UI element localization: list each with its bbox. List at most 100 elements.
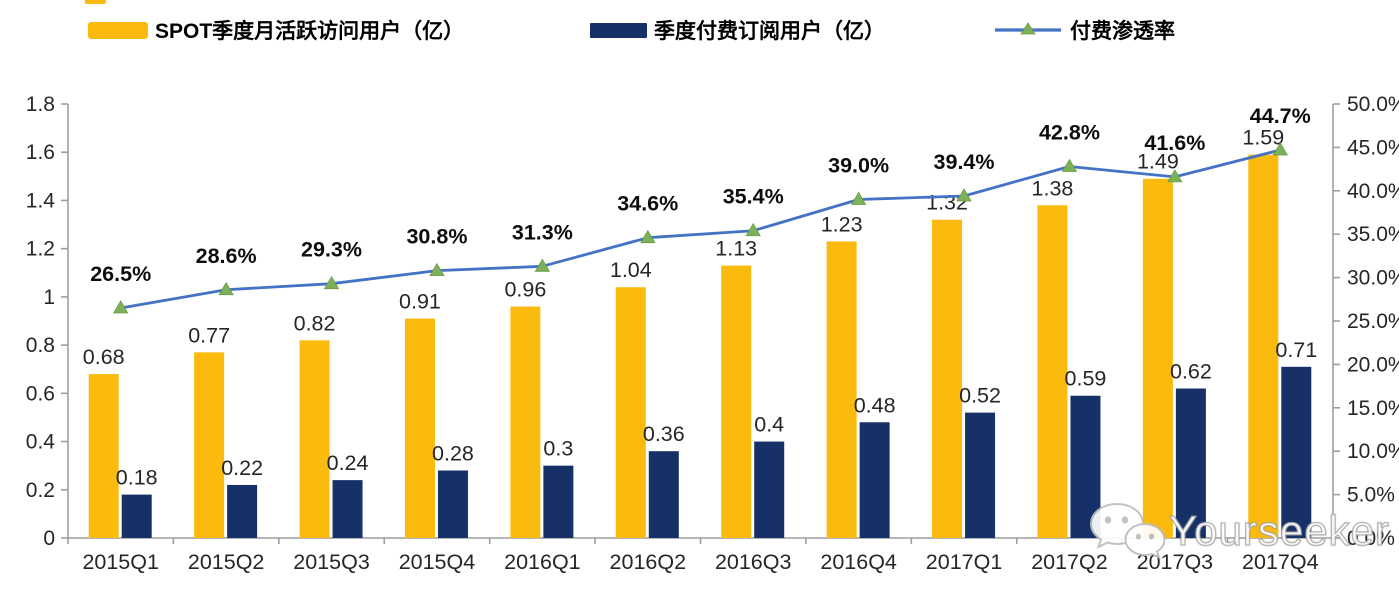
subscriber-bar [121, 494, 152, 538]
x-axis-category-label: 2017Q3 [1137, 550, 1214, 574]
subscriber-bar [437, 470, 468, 538]
penetration-marker [534, 258, 551, 272]
mau-bar-label: 0.77 [188, 323, 230, 347]
mau-legend-swatch [88, 21, 148, 39]
subscriber-bar-label: 0.59 [1065, 367, 1107, 391]
left-axis-tick-label: 1 [43, 286, 55, 309]
subscriber-bar [227, 484, 258, 538]
subscriber-bar-label: 0.36 [643, 422, 685, 446]
penetration-label: 31.3% [512, 220, 573, 244]
penetration-marker [640, 229, 656, 244]
mau-bar-label: 1.13 [715, 237, 757, 261]
subscribers-legend-swatch [590, 22, 647, 38]
right-axis-tick-label: 35.0% [1347, 223, 1399, 246]
penetration-marker [323, 275, 340, 290]
penetration-marker [745, 222, 761, 237]
right-axis-tick-label: 50.0% [1347, 93, 1399, 116]
x-axis-category-label: 2015Q3 [293, 550, 370, 574]
subscriber-bar [1070, 395, 1101, 538]
penetration-legend-swatch [993, 20, 1063, 40]
penetration-label: 44.7% [1250, 104, 1311, 128]
penetration-label: 39.4% [934, 150, 995, 174]
mau-bar [932, 219, 963, 538]
x-axis-category-label: 2017Q2 [1031, 550, 1108, 574]
left-axis-tick-label: 0.8 [26, 334, 55, 357]
mau-bar [404, 318, 435, 538]
subscriber-bar-label: 0.22 [221, 456, 263, 480]
x-axis-category-label: 2015Q2 [188, 550, 265, 574]
subscriber-bar [1175, 388, 1206, 538]
penetration-legend-label: 付费渗透率 [1070, 20, 1175, 43]
penetration-label: 41.6% [1144, 131, 1205, 155]
mau-bar-label: 1.38 [1032, 176, 1074, 200]
penetration-marker [429, 262, 445, 277]
left-axis-tick-label: 1.2 [26, 238, 55, 261]
legend-item-penetration: 付费渗透率 [993, 14, 1175, 46]
penetration-marker [1167, 169, 1183, 183]
subscriber-bar-label: 0.24 [327, 451, 369, 475]
mau-bar-label: 1.04 [610, 258, 652, 282]
subscriber-bar-label: 0.52 [959, 384, 1001, 408]
right-axis-tick-label: 45.0% [1347, 136, 1399, 159]
mau-bar-label: 0.68 [83, 345, 125, 369]
penetration-marker [218, 281, 234, 296]
left-axis-tick-label: 0.4 [26, 431, 56, 454]
mau-bar [88, 374, 119, 538]
left-axis-tick-label: 1.6 [26, 141, 55, 164]
mau-bar [1142, 178, 1173, 538]
penetration-marker [956, 188, 972, 202]
mau-bar [826, 241, 857, 538]
subscriber-bar [648, 451, 679, 538]
penetration-label: 39.0% [828, 153, 889, 177]
right-axis-tick-label: 40.0% [1347, 180, 1399, 203]
x-axis-category-label: 2017Q4 [1242, 550, 1319, 574]
mau-bar [194, 352, 225, 538]
x-axis-category-label: 2015Q4 [399, 550, 476, 574]
mau-bar-label: 1.59 [1242, 126, 1284, 150]
mau-legend-label: SPOT季度月活跃访问用户（亿） [155, 20, 465, 43]
penetration-marker [113, 300, 129, 314]
mau-bar [299, 340, 330, 538]
right-axis-tick-label: 15.0% [1347, 397, 1399, 420]
mau-bar-label: 0.82 [294, 311, 336, 335]
subscriber-bar [859, 422, 890, 538]
penetration-marker [1272, 142, 1288, 156]
x-axis-category-label: 2016Q2 [610, 550, 687, 574]
right-axis-tick-label: 20.0% [1347, 353, 1399, 376]
x-axis-category-label: 2016Q1 [504, 550, 581, 574]
left-axis-tick-label: 1.4 [26, 189, 56, 212]
subscriber-bar [965, 412, 996, 538]
mau-bar-label: 0.91 [399, 290, 441, 314]
x-axis-category-label: 2015Q1 [82, 550, 159, 574]
penetration-label: 28.6% [196, 244, 257, 268]
subscriber-bar [332, 480, 363, 538]
right-axis-tick-label: 25.0% [1347, 310, 1399, 333]
left-axis-tick-label: 1.8 [26, 93, 55, 116]
penetration-label: 30.8% [406, 225, 467, 249]
right-axis-tick-label: 0.0% [1347, 527, 1395, 550]
x-axis-category-label: 2016Q4 [820, 550, 897, 574]
penetration-label: 34.6% [617, 192, 678, 216]
right-axis-tick-label: 5.0% [1347, 484, 1395, 507]
mau-bar-label: 1.23 [821, 212, 863, 236]
penetration-label: 29.3% [301, 238, 362, 262]
subscriber-bar [543, 465, 574, 538]
subscribers-legend-label: 季度付费订阅用户（亿） [654, 20, 885, 43]
subscriber-bar-label: 0.28 [432, 441, 474, 465]
x-axis-category-label: 2016Q3 [715, 550, 792, 574]
subscriber-bar-label: 0.18 [116, 466, 158, 490]
left-axis-tick-label: 0.6 [26, 382, 55, 405]
subscriber-bar [1281, 366, 1312, 538]
subscriber-bar-label: 0.48 [854, 393, 896, 417]
subscriber-bar-label: 0.62 [1170, 360, 1212, 384]
line-triangle-icon [995, 22, 1061, 35]
legend-item-mau: SPOT季度月活跃访问用户（亿） [88, 14, 464, 46]
mau-bar-label: 1.49 [1137, 150, 1179, 174]
mau-bar [1037, 205, 1068, 538]
x-axis-category-label: 2017Q1 [926, 550, 1003, 574]
right-axis-tick-label: 30.0% [1347, 267, 1399, 290]
penetration-label: 42.8% [1039, 120, 1100, 144]
subscriber-bar-label: 0.71 [1275, 338, 1317, 362]
